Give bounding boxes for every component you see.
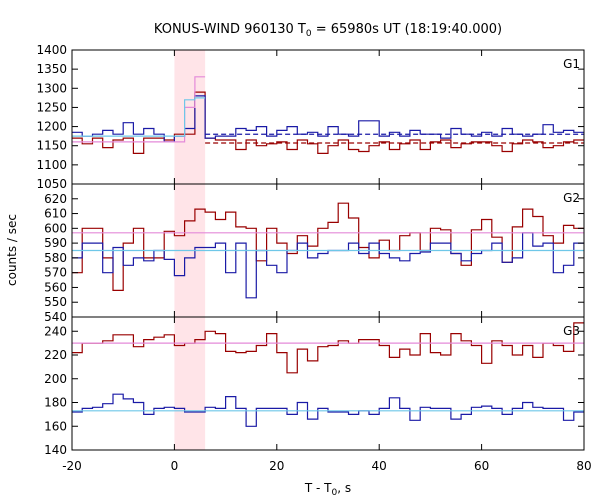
- y-tick-label: 560: [44, 280, 67, 294]
- y-tick-label: 200: [44, 372, 67, 386]
- series-g1-blue: [72, 95, 584, 143]
- y-tick-label: 160: [44, 419, 67, 433]
- y-tick-label: 550: [44, 295, 67, 309]
- panel-frame-g1: [71, 49, 585, 185]
- chart-title: KONUS-WIND 960130 T0 = 65980s UT (18:19:…: [154, 22, 502, 39]
- series-g1-cyan: [72, 97, 206, 137]
- y-tick-label: 1150: [36, 139, 67, 153]
- y-tick-label: 140: [44, 443, 67, 457]
- y-tick-label: 590: [44, 236, 67, 250]
- plot-area: 10501100115012001250130013501400G1540550…: [36, 43, 591, 473]
- panel-label-g1: G1: [563, 57, 580, 71]
- y-tick-label: 1350: [36, 62, 67, 76]
- x-tick-label: 0: [171, 459, 179, 473]
- x-tick-label: 80: [576, 459, 591, 473]
- panel-frame-g3: [71, 316, 585, 451]
- y-tick-label: 1100: [36, 158, 67, 172]
- y-tick-label: 620: [44, 192, 67, 206]
- series-g2-blue: [72, 232, 584, 299]
- y-tick-label: 1050: [36, 177, 67, 191]
- series-g1-red: [72, 91, 584, 154]
- y-tick-label: 220: [44, 348, 67, 362]
- panel-g1: 1050 1100 1150 1200 1250 1300 1350 1400 G1: [36, 43, 585, 191]
- x-tick-label: 60: [474, 459, 489, 473]
- y-tick-label: 1200: [36, 120, 67, 134]
- series-g3-red: [72, 322, 584, 374]
- y-tick-label: 180: [44, 396, 67, 410]
- x-tick-label: -20: [62, 459, 82, 473]
- panel-g3: 140 160 180 200 220 240 G3: [44, 316, 585, 457]
- y-tick-label: 570: [44, 266, 67, 280]
- panel-label-g2: G2: [563, 191, 580, 205]
- y-tick-label: 1400: [36, 43, 67, 57]
- y-tick-label: 240: [44, 324, 67, 338]
- series-g1-pink: [72, 76, 206, 143]
- y-tick-label: 610: [44, 207, 67, 221]
- y-axis-label: counts / sec: [5, 214, 19, 286]
- y-tick-label: 1250: [36, 100, 67, 114]
- y-tick-label: 600: [44, 221, 67, 235]
- y-tick-label: 540: [44, 310, 67, 324]
- panel-label-g3: G3: [563, 324, 580, 338]
- x-tick-label: 40: [372, 459, 387, 473]
- y-tick-label: 1300: [36, 81, 67, 95]
- series-g2-red: [72, 202, 584, 291]
- y-tick-label: 580: [44, 251, 67, 265]
- x-tick-label: 20: [269, 459, 284, 473]
- x-axis-label: T - T0, s: [304, 481, 351, 498]
